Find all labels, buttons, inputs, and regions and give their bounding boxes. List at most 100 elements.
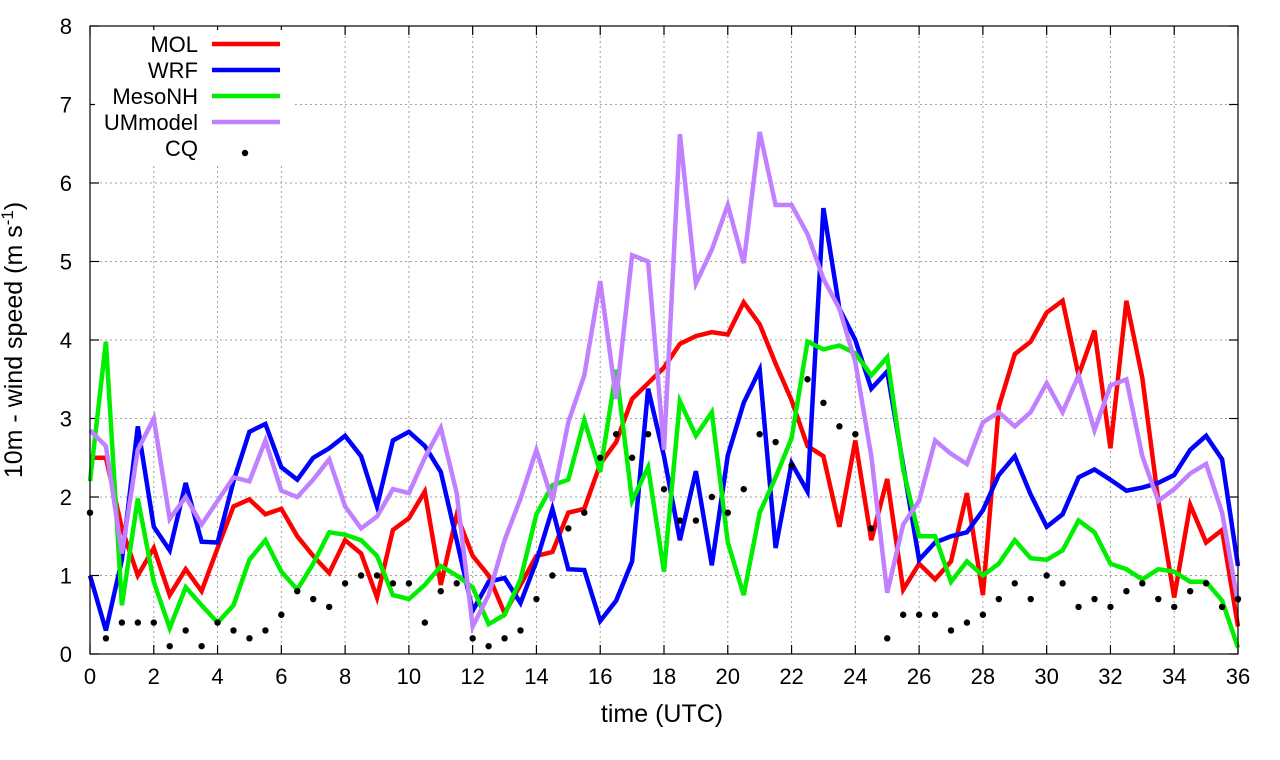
tick-label-layer: 0 2 4 6 8 10 12 14 16 18 20 22 24 26 28 30 32 34 360123456…: [60, 14, 1250, 689]
data-point-cq: [389, 580, 397, 587]
data-point-cq: [325, 603, 333, 611]
x-tick-label: 22: [779, 664, 803, 689]
x-tick-label: 10: [397, 664, 421, 689]
data-point-cq: [517, 627, 524, 634]
x-tick-label: 6: [275, 664, 287, 689]
data-point-cq: [166, 642, 173, 650]
data-point-cq: [246, 635, 253, 642]
y-tick-label: 8: [60, 14, 72, 39]
y-tick-label: 1: [60, 564, 72, 589]
legend-item-mesonh: MesoNH: [112, 84, 280, 109]
series-mesonh: [87, 338, 1241, 649]
legend-swatch-cq: [241, 149, 249, 157]
x-tick-label: 8: [339, 664, 351, 689]
data-point-cq: [1218, 603, 1226, 611]
data-point-cq: [899, 611, 907, 618]
legend-label-mesonh: MesoNH: [112, 84, 198, 109]
series-wrf: [87, 207, 1241, 632]
data-point-cq: [581, 509, 588, 516]
x-tick-label: 12: [460, 664, 484, 689]
x-tick-label: 30: [1034, 664, 1058, 689]
y-axis-title-close: ): [0, 202, 28, 210]
series-cq: [86, 376, 1242, 650]
data-point-cq: [724, 509, 731, 516]
data-point-cq: [1186, 588, 1194, 595]
y-axis-title-superscript: -1: [0, 210, 17, 225]
data-point-cq: [469, 635, 476, 642]
data-point-cq: [134, 619, 142, 626]
data-point-cq: [1171, 603, 1178, 611]
data-point-cq: [1059, 580, 1066, 587]
y-tick-label: 5: [60, 250, 72, 275]
data-point-cq: [1123, 588, 1130, 595]
data-point-cq: [676, 517, 684, 524]
legend-item-ummodel: UMmodel: [104, 110, 280, 135]
y-axis-title-main: 10m - wind speed (m s: [0, 225, 28, 478]
y-tick-label: 0: [60, 642, 72, 667]
data-point-cq: [1027, 595, 1034, 603]
data-point-cq: [1011, 580, 1018, 587]
data-point-cq: [1202, 580, 1210, 587]
x-tick-label: 16: [588, 664, 612, 689]
series-line-wrf: [87, 207, 1241, 632]
x-tick-label: 24: [843, 664, 867, 689]
data-point-cq: [756, 431, 763, 438]
legend-item-wrf: WRF: [148, 58, 280, 83]
data-point-cq: [979, 611, 987, 618]
x-tick-label: 20: [716, 664, 740, 689]
legend-label-mol: MOL: [150, 32, 198, 57]
data-point-cq: [150, 619, 157, 626]
data-point-cq: [772, 438, 779, 446]
data-point-cq: [549, 572, 556, 579]
plot-frame: [89, 25, 1239, 655]
data-point-cq: [278, 611, 285, 618]
series-layer: [86, 131, 1242, 650]
data-point-cq: [1091, 595, 1098, 603]
data-point-cq: [1155, 595, 1162, 603]
x-axis-title: time (UTC): [601, 700, 723, 728]
data-point-cq: [182, 627, 189, 634]
data-point-cq: [421, 619, 429, 626]
data-point-cq: [660, 485, 668, 493]
data-point-cq: [692, 517, 700, 524]
data-point-cq: [597, 454, 604, 461]
data-point-cq: [533, 595, 540, 603]
x-tick-label: 18: [652, 664, 676, 689]
x-tick-label: 0: [84, 664, 96, 689]
data-point-cq: [118, 619, 126, 626]
legend-label-cq: CQ: [165, 136, 198, 161]
data-point-cq: [453, 580, 460, 587]
data-point-cq: [230, 627, 237, 634]
data-point-cq: [341, 580, 349, 587]
data-point-cq: [963, 619, 971, 626]
data-point-cq: [644, 431, 652, 438]
data-point-cq: [437, 588, 444, 595]
x-tick-label: 2: [148, 664, 160, 689]
data-point-cq: [198, 642, 205, 650]
data-point-cq: [915, 611, 923, 618]
series-line-mesonh: [87, 338, 1241, 649]
y-tick-label: 7: [60, 93, 72, 118]
data-point-cq: [214, 619, 221, 626]
y-tick-label: 4: [60, 328, 72, 353]
x-tick-label: 4: [211, 664, 223, 689]
legend-label-ummodel: UMmodel: [104, 110, 198, 135]
data-point-cq: [836, 423, 843, 430]
data-point-cq: [373, 572, 381, 579]
data-point-cq: [788, 462, 795, 469]
data-point-cq: [852, 431, 859, 438]
data-point-cq: [405, 580, 413, 587]
data-point-cq: [1139, 580, 1146, 587]
grid-layer: [90, 26, 1238, 654]
y-axis-title: 10m - wind speed (m s-1): [0, 202, 28, 478]
x-tick-label: 14: [524, 664, 548, 689]
y-tick-label: 3: [60, 407, 72, 432]
data-point-cq: [1043, 572, 1050, 579]
data-point-cq: [262, 627, 269, 634]
series-ummodel: [88, 131, 1241, 635]
data-point-cq: [612, 431, 620, 438]
x-tick-label: 26: [907, 664, 931, 689]
data-point-cq: [1107, 603, 1114, 611]
